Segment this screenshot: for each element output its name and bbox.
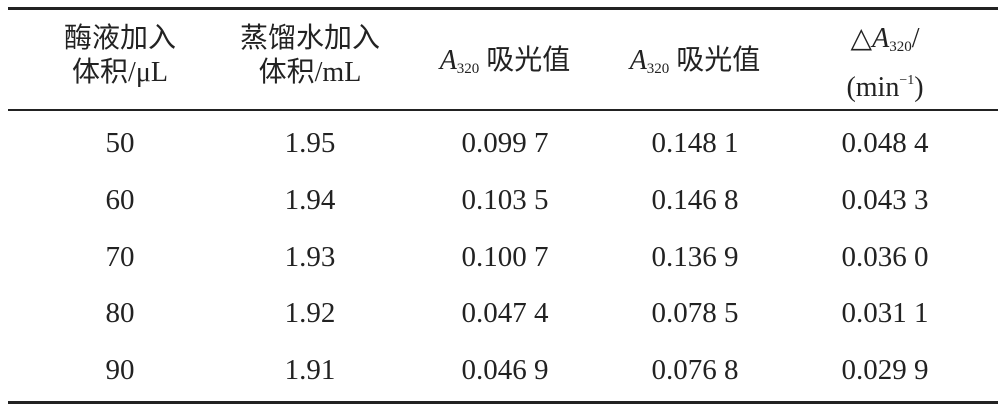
table-cell: 0.103 5 <box>461 183 549 216</box>
header-symbol: A <box>872 23 890 54</box>
header-cell: A320 吸光值 <box>600 44 790 86</box>
header-text: 蒸馏水加入 <box>239 23 380 54</box>
table-cell: 1.95 <box>284 127 336 159</box>
table-cell: 0.031 1 <box>841 297 929 330</box>
table-cell: 0.029 9 <box>841 354 929 387</box>
table-cell: 70 <box>105 240 135 273</box>
header-subscript: 320 <box>456 61 480 77</box>
table-cell: 0.036 0 <box>841 240 929 273</box>
table-cell: 60 <box>105 183 135 216</box>
header-unit: (min <box>846 72 900 103</box>
table-cell: 0.047 4 <box>461 297 549 330</box>
header-symbol: A <box>629 45 647 76</box>
header-subscript: 320 <box>646 61 670 77</box>
table-cell: 0.043 3 <box>841 183 929 216</box>
header-text: 吸光值 <box>486 45 571 76</box>
header-unit: ) <box>914 72 924 103</box>
table-cell: 0.048 4 <box>841 127 929 159</box>
header-text: 酶液加入 <box>63 23 176 54</box>
table-cell: 1.93 <box>284 240 336 273</box>
header-suffix: / <box>911 23 920 54</box>
table-cell: 0.100 7 <box>461 240 549 273</box>
header-prefix: △ <box>850 23 873 54</box>
table-cell: 0.099 7 <box>461 127 549 159</box>
table-cell: 0.078 5 <box>651 297 739 330</box>
header-cell: △A320/ (min−1) <box>790 22 980 105</box>
header-subscript: 320 <box>889 39 912 55</box>
table-cell: 0.146 8 <box>651 183 739 216</box>
header-text: 体积/μL <box>72 57 168 88</box>
bottom-rule <box>8 401 998 404</box>
header-superscript: −1 <box>899 73 915 88</box>
header-text: 吸光值 <box>676 45 761 76</box>
header-cell: 蒸馏水加入 体积/mL <box>215 22 405 90</box>
header-cell: A320 吸光值 <box>410 44 600 86</box>
table-cell: 0.046 9 <box>461 354 549 387</box>
table-cell: 1.94 <box>284 183 336 216</box>
top-rule <box>8 7 998 10</box>
table-cell: 0.136 9 <box>651 240 739 273</box>
header-rule <box>8 109 998 111</box>
table-cell: 1.92 <box>284 297 336 330</box>
header-cell: 酶液加入 体积/μL <box>25 22 215 90</box>
table-cell: 80 <box>105 297 135 330</box>
table-cell: 90 <box>105 354 135 387</box>
table-cell: 0.076 8 <box>651 354 739 387</box>
table-cell: 0.148 1 <box>651 127 739 159</box>
header-symbol: A <box>439 45 457 76</box>
header-text: 体积/mL <box>258 57 362 88</box>
table-cell: 1.91 <box>284 354 336 387</box>
table-cell: 50 <box>105 127 135 159</box>
